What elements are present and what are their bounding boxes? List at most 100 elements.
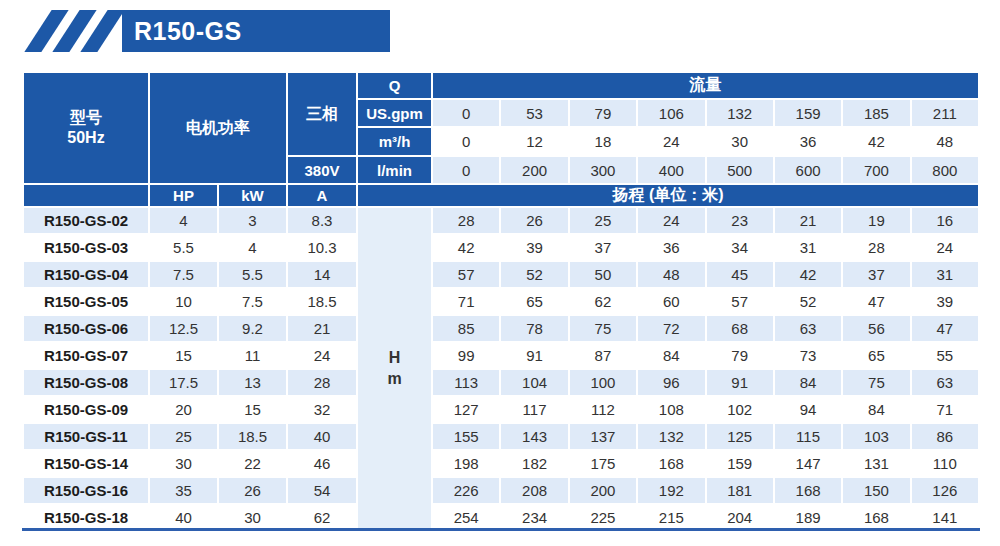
head-value-cell: 208 xyxy=(500,477,568,504)
hp-cell: 4 xyxy=(149,207,218,234)
flow-usgpm-cell: 106 xyxy=(637,99,705,127)
flow-m3h-cell: 36 xyxy=(774,127,842,156)
hp-cell: 7.5 xyxy=(149,261,218,288)
head-value-cell: 94 xyxy=(774,396,842,423)
header-row-1: 型号 50Hz 电机功率 三相 Q 流量 xyxy=(23,72,979,99)
model-cell: R150-GS-14 xyxy=(23,450,149,477)
spec-table: 型号 50Hz 电机功率 三相 Q 流量 US.gpm 0 53 79 106 … xyxy=(22,71,980,532)
head-value-cell: 86 xyxy=(911,423,979,450)
head-value-cell: 131 xyxy=(842,450,910,477)
head-value-cell: 63 xyxy=(774,315,842,342)
hp-cell: 35 xyxy=(149,477,218,504)
hp-cell: 15 xyxy=(149,342,218,369)
head-value-cell: 25 xyxy=(569,207,637,234)
kw-cell: 30 xyxy=(218,504,287,531)
flow-usgpm-cell: 0 xyxy=(432,99,500,127)
table-row: R150-GS-071511249991878479736555 xyxy=(23,342,979,369)
flow-usgpm-cell: 211 xyxy=(911,99,979,127)
head-value-cell: 91 xyxy=(500,342,568,369)
model-cell: R150-GS-09 xyxy=(23,396,149,423)
table-row: R150-GS-02438.3Hm2826252423211916 xyxy=(23,207,979,234)
head-value-cell: 108 xyxy=(637,396,705,423)
head-value-cell: 215 xyxy=(637,504,705,531)
header-row-units: HP kW A 扬程 (单位：米) xyxy=(23,184,979,207)
head-value-cell: 37 xyxy=(569,234,637,261)
head-value-cell: 62 xyxy=(569,288,637,315)
hp-cell: 40 xyxy=(149,504,218,531)
flow-m3h-cell: 18 xyxy=(569,127,637,156)
table-row: R150-GS-14302246198182175168159147131110 xyxy=(23,450,979,477)
model-cell: R150-GS-02 xyxy=(23,207,149,234)
flow-usgpm-cell: 132 xyxy=(706,99,774,127)
head-value-cell: 254 xyxy=(432,504,500,531)
model-cell: R150-GS-16 xyxy=(23,477,149,504)
kw-cell: 13 xyxy=(218,369,287,396)
kw-cell: 7.5 xyxy=(218,288,287,315)
head-value-cell: 47 xyxy=(911,315,979,342)
head-value-cell: 117 xyxy=(500,396,568,423)
head-value-cell: 19 xyxy=(842,207,910,234)
flow-m3h-cell: 12 xyxy=(500,127,568,156)
hp-cell: 12.5 xyxy=(149,315,218,342)
head-value-cell: 24 xyxy=(637,207,705,234)
kw-cell: 26 xyxy=(218,477,287,504)
head-value-cell: 127 xyxy=(432,396,500,423)
banner: R150-GS xyxy=(22,10,390,52)
kw-cell: 3 xyxy=(218,207,287,234)
hm-line1: H xyxy=(358,348,431,369)
banner-title-box: R150-GS xyxy=(122,10,390,52)
head-value-cell: 168 xyxy=(774,477,842,504)
head-unit-cell: Hm xyxy=(357,207,432,531)
head-value-cell: 65 xyxy=(500,288,568,315)
head-value-cell: 115 xyxy=(774,423,842,450)
header-hp: HP xyxy=(149,184,218,207)
hp-cell: 30 xyxy=(149,450,218,477)
header-voltage: 380V xyxy=(287,156,357,184)
flow-lmin-cell: 0 xyxy=(432,156,500,184)
table-row: R150-GS-05107.518.57165626057524739 xyxy=(23,288,979,315)
flow-m3h-cell: 24 xyxy=(637,127,705,156)
head-value-cell: 48 xyxy=(637,261,705,288)
head-value-cell: 132 xyxy=(637,423,705,450)
head-value-cell: 71 xyxy=(432,288,500,315)
model-cell: R150-GS-03 xyxy=(23,234,149,261)
flow-lmin-cell: 500 xyxy=(706,156,774,184)
hm-line2: m xyxy=(358,369,431,390)
flow-usgpm-cell: 159 xyxy=(774,99,842,127)
head-value-cell: 100 xyxy=(569,369,637,396)
kw-cell: 22 xyxy=(218,450,287,477)
table-row: R150-GS-112518.5401551431371321251151038… xyxy=(23,423,979,450)
head-value-cell: 198 xyxy=(432,450,500,477)
model-cell: R150-GS-06 xyxy=(23,315,149,342)
amp-cell: 32 xyxy=(287,396,357,423)
amp-cell: 24 xyxy=(287,342,357,369)
head-value-cell: 181 xyxy=(706,477,774,504)
table-row: R150-GS-035.5410.34239373634312824 xyxy=(23,234,979,261)
header-model-line1: 型号 xyxy=(24,108,148,128)
header-flow: 流量 xyxy=(432,72,979,99)
head-value-cell: 85 xyxy=(432,315,500,342)
head-value-cell: 104 xyxy=(500,369,568,396)
model-cell: R150-GS-04 xyxy=(23,261,149,288)
amp-cell: 14 xyxy=(287,261,357,288)
table-row: R150-GS-047.55.5145752504845423731 xyxy=(23,261,979,288)
unit-usgpm: US.gpm xyxy=(357,99,432,127)
table-row: R150-GS-0817.513281131041009691847563 xyxy=(23,369,979,396)
head-value-cell: 99 xyxy=(432,342,500,369)
flow-lmin-cell: 700 xyxy=(842,156,910,184)
head-value-cell: 47 xyxy=(842,288,910,315)
head-value-cell: 102 xyxy=(706,396,774,423)
flow-m3h-cell: 0 xyxy=(432,127,500,156)
bottom-border-line xyxy=(22,528,980,531)
head-value-cell: 168 xyxy=(637,450,705,477)
page-title: R150-GS xyxy=(134,17,242,46)
head-value-cell: 31 xyxy=(774,234,842,261)
flow-usgpm-cell: 185 xyxy=(842,99,910,127)
amp-cell: 18.5 xyxy=(287,288,357,315)
head-value-cell: 37 xyxy=(842,261,910,288)
head-value-cell: 159 xyxy=(706,450,774,477)
head-value-cell: 84 xyxy=(774,369,842,396)
head-value-cell: 150 xyxy=(842,477,910,504)
header-spacer xyxy=(23,184,149,207)
head-value-cell: 57 xyxy=(706,288,774,315)
